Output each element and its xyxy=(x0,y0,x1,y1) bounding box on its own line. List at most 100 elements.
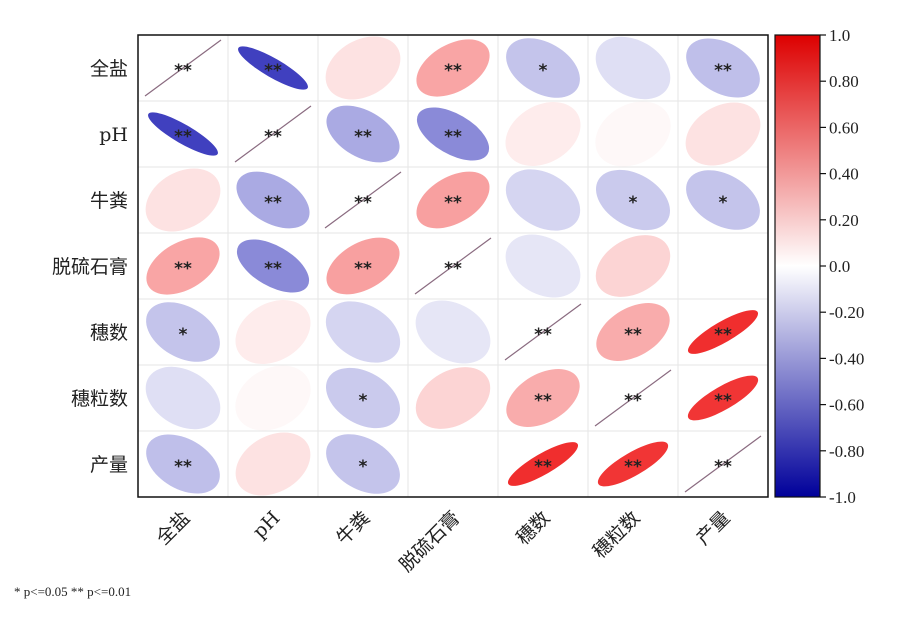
correlation-ellipse xyxy=(505,169,581,231)
y-axis-label: pH xyxy=(99,124,128,146)
colorbar-tick-label: 0.80 xyxy=(829,72,859,91)
colorbar-tick-label: 1.0 xyxy=(829,26,850,45)
significance-mark: ** xyxy=(444,127,462,147)
diagonal-line xyxy=(324,171,402,229)
significance-mark: ** xyxy=(174,457,192,477)
correlation-ellipse xyxy=(685,102,761,166)
colorbar-tick-label: 0.60 xyxy=(829,118,859,137)
correlation-ellipse xyxy=(686,170,760,230)
significance-mark: ** xyxy=(264,193,282,213)
correlation-ellipse xyxy=(595,235,671,297)
significance-mark: ** xyxy=(714,325,732,345)
y-axis-label: 牛粪 xyxy=(90,190,128,212)
significance-mark: ** xyxy=(264,259,282,279)
correlation-ellipse xyxy=(235,300,311,364)
x-axis-label: 穗粒数 xyxy=(589,507,645,563)
correlation-ellipse xyxy=(146,302,220,362)
correlation-ellipse xyxy=(148,112,218,156)
correlation-ellipse xyxy=(596,169,670,231)
significance-mark: ** xyxy=(534,457,552,477)
significance-mark: ** xyxy=(444,61,462,81)
correlation-ellipse xyxy=(505,234,581,298)
colorbar-tick-label: -0.60 xyxy=(829,396,864,415)
diagonal-line xyxy=(594,369,672,427)
correlation-ellipse xyxy=(235,365,311,431)
significance-mark: ** xyxy=(624,391,642,411)
significance-mark: ** xyxy=(354,193,372,213)
plot-frame xyxy=(137,34,769,498)
x-axis-label: 脱硫石膏 xyxy=(395,506,465,576)
colorbar-tick-label: 0.20 xyxy=(829,211,859,230)
correlation-ellipse xyxy=(505,102,581,166)
x-axis-label: 牛粪 xyxy=(332,507,374,549)
significance-footnote: * p<=0.05 ** p<=0.01 xyxy=(14,584,132,599)
correlation-ellipse xyxy=(326,434,400,494)
correlation-ellipse xyxy=(145,168,221,232)
significance-mark: ** xyxy=(534,325,552,345)
significance-mark: * xyxy=(359,457,368,477)
significance-mark: * xyxy=(539,61,548,81)
correlation-ellipse xyxy=(686,38,760,98)
significance-mark: ** xyxy=(174,127,192,147)
correlation-ellipse xyxy=(326,367,400,429)
significance-mark: ** xyxy=(714,61,732,81)
correlation-ellipse xyxy=(507,442,579,486)
correlation-ellipse xyxy=(506,369,580,427)
correlation-ellipse xyxy=(145,366,221,430)
correlation-ellipse xyxy=(325,36,401,100)
correlation-ellipse xyxy=(597,441,669,487)
correlation-ellipse xyxy=(146,434,220,494)
correlation-ellipse xyxy=(416,107,490,161)
x-axis-label: pH xyxy=(249,507,285,543)
correlation-ellipse xyxy=(595,36,671,100)
colorbar-tick-label: -0.20 xyxy=(829,303,864,322)
significance-mark: ** xyxy=(354,127,372,147)
x-axis-label: 穗数 xyxy=(512,507,554,549)
significance-mark: * xyxy=(179,325,188,345)
correlation-ellipse xyxy=(326,237,400,295)
correlation-ellipse xyxy=(236,171,310,229)
diagonal-line xyxy=(504,303,582,361)
significance-mark: * xyxy=(719,193,728,213)
significance-mark: ** xyxy=(624,325,642,345)
correlation-ellipse xyxy=(235,432,311,496)
correlation-ellipse xyxy=(415,300,491,364)
significance-mark: ** xyxy=(714,457,732,477)
significance-mark: ** xyxy=(174,61,192,81)
diagonal-line xyxy=(144,39,222,97)
correlation-ellipse xyxy=(687,375,759,421)
correlation-ellipse xyxy=(416,171,490,229)
colorbar-tick-label: -0.80 xyxy=(829,442,864,461)
correlation-ellipse xyxy=(146,237,220,295)
significance-mark: ** xyxy=(174,259,192,279)
significance-mark: ** xyxy=(264,61,282,81)
significance-mark: * xyxy=(629,193,638,213)
x-axis-label: 产量 xyxy=(692,507,734,549)
correlation-ellipse xyxy=(415,367,491,429)
y-axis-label: 脱硫石膏 xyxy=(52,255,128,278)
correlation-ellipse xyxy=(506,38,580,98)
colorbar-tick-label: 0.40 xyxy=(829,165,859,184)
correlation-ellipse xyxy=(238,46,308,90)
y-axis-label: 穗数 xyxy=(90,322,128,344)
correlation-ellipse xyxy=(236,239,310,293)
correlation-ellipse xyxy=(325,301,401,363)
significance-mark: ** xyxy=(444,259,462,279)
significance-mark: ** xyxy=(264,127,282,147)
significance-mark: ** xyxy=(354,259,372,279)
correlation-ellipse xyxy=(596,303,670,361)
colorbar xyxy=(774,34,821,498)
y-axis-label: 产量 xyxy=(90,454,128,476)
y-axis-label: 穗粒数 xyxy=(71,388,128,410)
diagonal-line xyxy=(414,237,492,295)
correlation-ellipse xyxy=(326,105,400,163)
x-axis-label: 全盐 xyxy=(152,507,194,549)
diagonal-line xyxy=(234,105,312,163)
significance-mark: ** xyxy=(444,193,462,213)
significance-mark: ** xyxy=(714,391,732,411)
correlation-ellipse xyxy=(687,310,759,354)
significance-mark: ** xyxy=(624,457,642,477)
significance-mark: * xyxy=(359,391,368,411)
y-axis-label: 全盐 xyxy=(90,58,128,80)
